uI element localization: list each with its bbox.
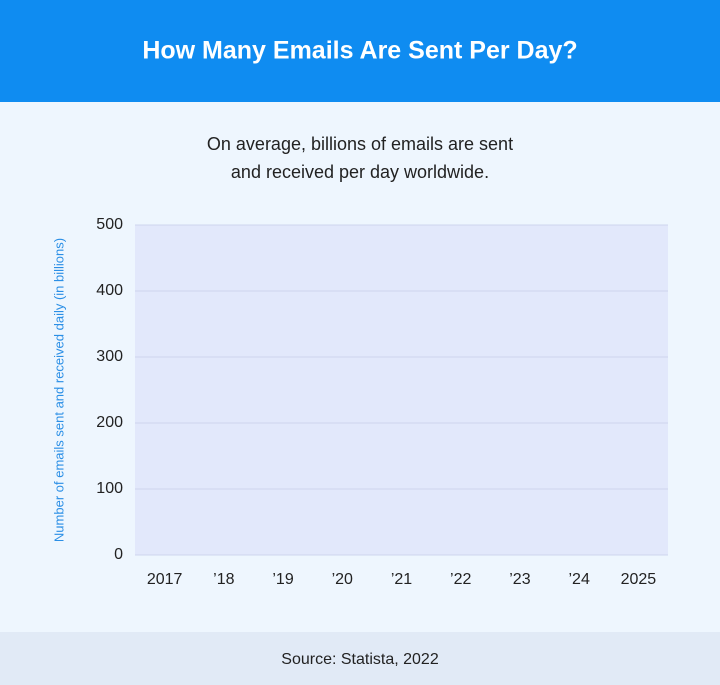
y-tick-label: 500 xyxy=(96,216,123,233)
x-tick-label: 2017 xyxy=(147,571,183,588)
y-tick-label: 400 xyxy=(96,282,123,299)
source: Source: Statista, 2022 xyxy=(281,651,439,668)
subtitle: On average, billions of emails are sent xyxy=(207,134,513,154)
y-axis-label: Number of emails sent and received daily… xyxy=(51,238,66,542)
y-tick-label: 200 xyxy=(96,414,123,431)
x-tick-label: ’23 xyxy=(509,571,530,588)
x-tick-label: ’19 xyxy=(272,571,293,588)
y-tick-label: 0 xyxy=(114,546,123,563)
y-tick-label: 100 xyxy=(96,480,123,497)
x-tick-label: ’24 xyxy=(568,571,589,588)
x-tick-label: ’20 xyxy=(332,571,353,588)
x-tick-label: ’22 xyxy=(450,571,471,588)
x-tick-label: ’18 xyxy=(213,571,234,588)
subtitle: and received per day worldwide. xyxy=(231,162,489,182)
x-tick-label: ’21 xyxy=(391,571,412,588)
header-bar xyxy=(0,0,720,102)
page-title: How Many Emails Are Sent Per Day? xyxy=(142,37,577,65)
y-tick-label: 300 xyxy=(96,348,123,365)
plot-area xyxy=(135,225,668,555)
x-tick-label: 2025 xyxy=(621,571,657,588)
footer-bar xyxy=(0,632,720,685)
